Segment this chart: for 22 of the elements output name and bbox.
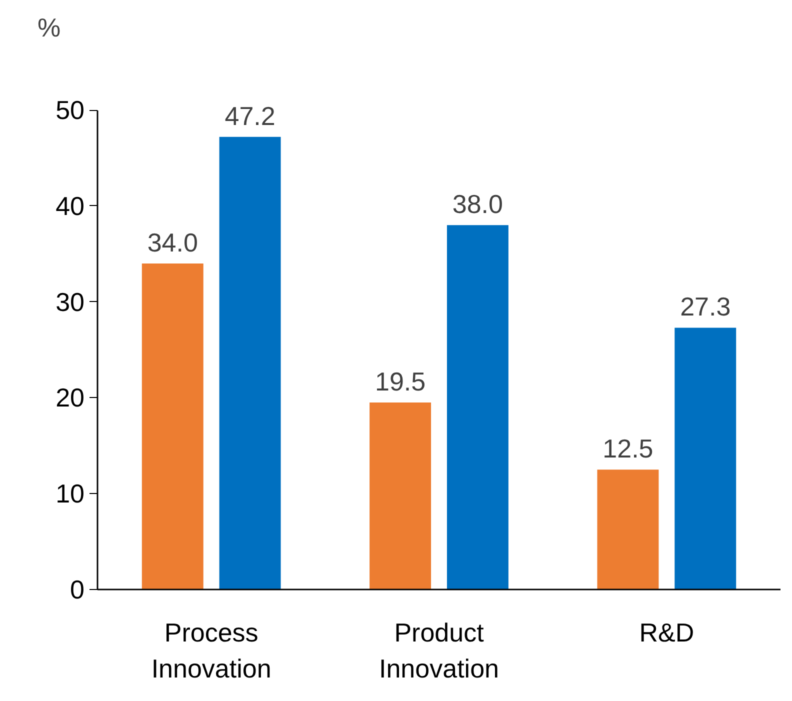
bar: [142, 263, 204, 590]
data-label: 47.2: [224, 100, 276, 131]
x-tick-label: Product Innovation: [379, 618, 499, 684]
bar: [370, 402, 432, 590]
y-tick-label: 40: [56, 190, 84, 221]
bar: [446, 225, 508, 590]
x-tick-label: R&D: [639, 618, 694, 648]
bar: [674, 328, 736, 590]
y-axis-title: %: [38, 12, 61, 42]
y-tick-label: 10: [56, 478, 84, 509]
data-label: 12.5: [602, 434, 654, 464]
data-label: 34.0: [147, 227, 198, 258]
data-label: 38.0: [452, 189, 504, 220]
bar: [219, 136, 281, 590]
y-tick-label: 30: [56, 286, 84, 317]
x-tick-label: Process Innovation: [151, 618, 272, 684]
y-tick-label: 20: [56, 382, 84, 413]
bar: [597, 470, 659, 590]
y-tick-label: 50: [56, 95, 84, 126]
data-label: 19.5: [374, 366, 426, 397]
data-label: 27.3: [680, 292, 731, 322]
y-tick-label: 0: [70, 574, 85, 604]
